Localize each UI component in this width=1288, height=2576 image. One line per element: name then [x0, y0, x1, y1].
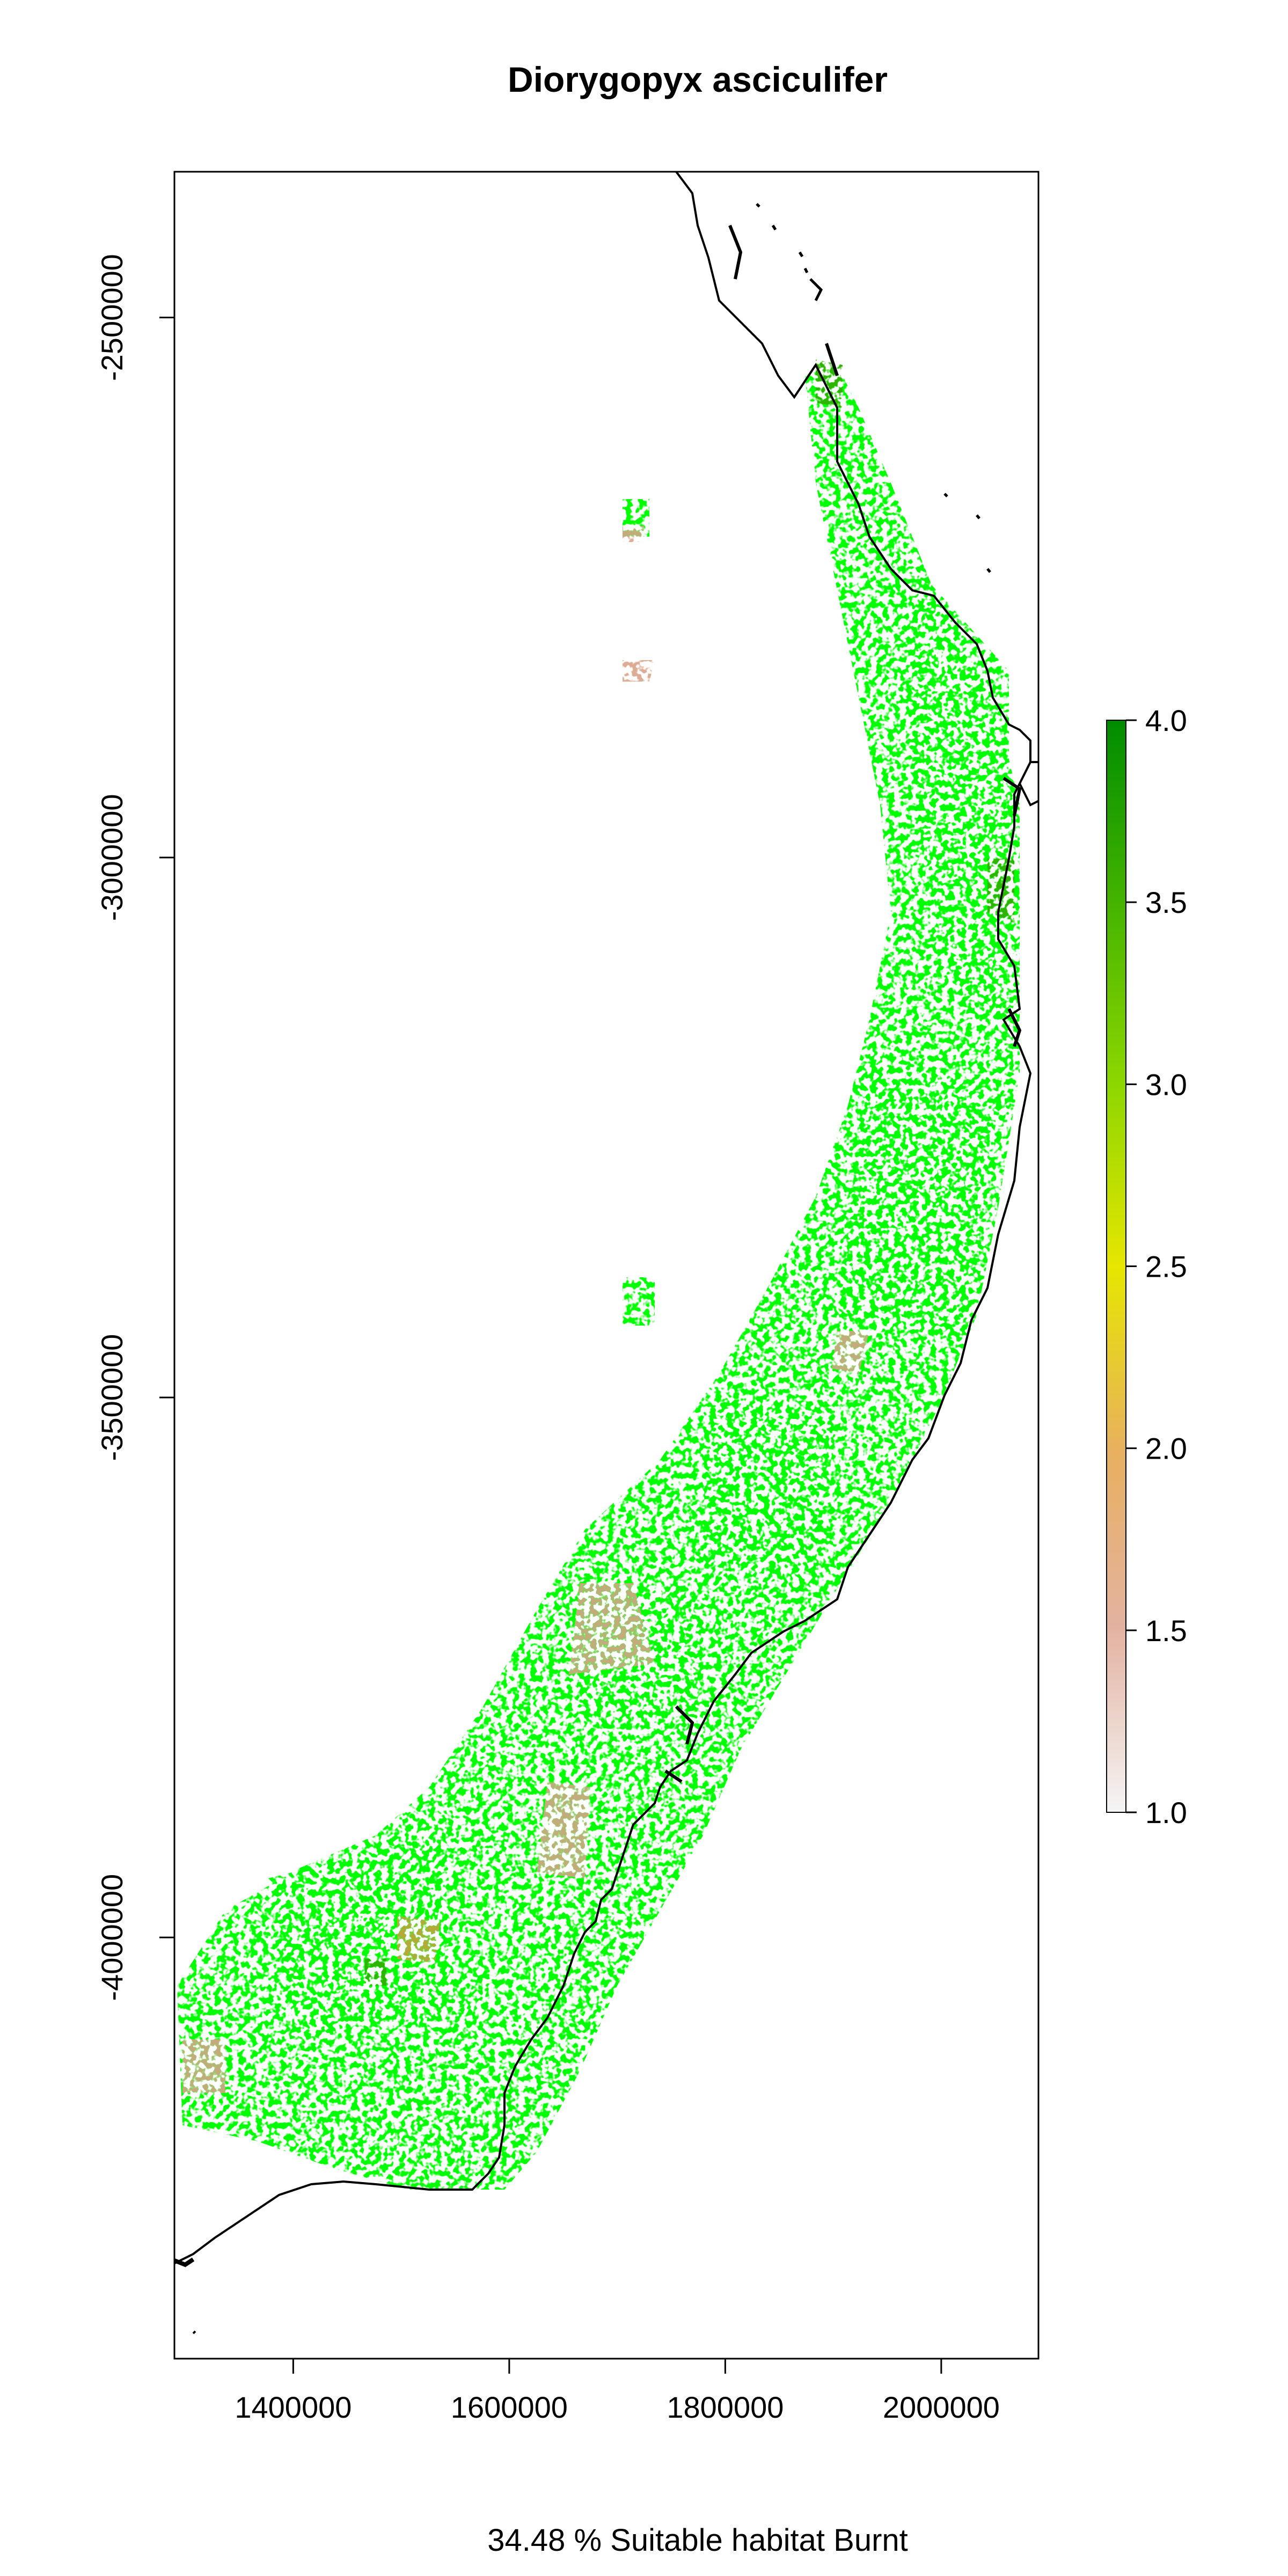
- y-tick-label: -4000000: [95, 1874, 129, 2001]
- x-tick-label: 1400000: [235, 2390, 352, 2424]
- colorbar-tick-label: 3.0: [1145, 1067, 1187, 1101]
- coastline: [174, 172, 1038, 2334]
- x-tick-label: 2000000: [883, 2390, 1000, 2424]
- colorbar-tick-label: 2.0: [1145, 1432, 1187, 1466]
- colorbar-tick-label: 3.5: [1145, 885, 1187, 919]
- y-tick-label: -3500000: [95, 1334, 129, 1461]
- x-tick-label: 1600000: [451, 2390, 568, 2424]
- y-axis: -2500000 -3000000 -3500000 -4000000: [95, 254, 174, 2001]
- colorbar-tick-label: 1.0: [1145, 1796, 1187, 1829]
- colorbar-gradient: [1106, 720, 1126, 1813]
- y-tick-label: -3000000: [95, 794, 129, 921]
- habitat-raster: [177, 360, 1020, 2190]
- x-axis: 1400000 1600000 1800000 2000000: [235, 2359, 1000, 2424]
- colorbar-tick-label: 4.0: [1145, 704, 1187, 737]
- x-tick-label: 1800000: [667, 2390, 784, 2424]
- map-title: Diorygopyx asciculifer: [508, 60, 888, 99]
- plot-frame: [173, 171, 1040, 2360]
- colorbar-legend: 1.0 1.5 2.0 2.5 3.0 3.5 4.0: [1106, 704, 1187, 1829]
- map-subtitle: 34.48 % Suitable habitat Burnt: [487, 2523, 908, 2558]
- colorbar-tick-label: 2.5: [1145, 1250, 1187, 1284]
- colorbar-tick-label: 1.5: [1145, 1614, 1187, 1648]
- y-tick-label: -2500000: [95, 254, 129, 381]
